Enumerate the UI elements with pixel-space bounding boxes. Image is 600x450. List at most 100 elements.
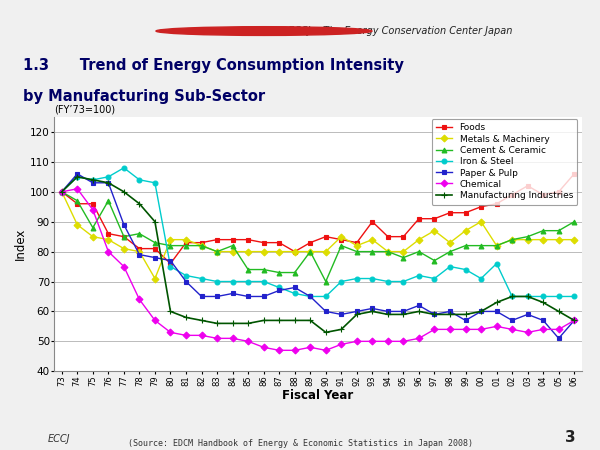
Manufacturing Industries <box>74 174 81 180</box>
Paper & Pulp <box>198 294 205 299</box>
Iron & Steel <box>307 294 314 299</box>
Iron & Steel <box>214 279 221 284</box>
Manufacturing Industries <box>400 312 407 317</box>
Paper & Pulp <box>493 309 500 314</box>
Foods <box>493 201 500 207</box>
Iron & Steel <box>400 279 407 284</box>
Chemical <box>307 345 314 350</box>
Iron & Steel <box>260 279 267 284</box>
Paper & Pulp <box>555 336 562 341</box>
Manufacturing Industries <box>431 312 438 317</box>
Cement & Ceramic <box>167 243 174 248</box>
Metals & Machinery <box>462 228 469 234</box>
Manufacturing Industries <box>214 321 221 326</box>
Metals & Machinery <box>74 222 81 227</box>
Chemical <box>182 333 190 338</box>
Metals & Machinery <box>167 237 174 243</box>
Chemical <box>74 186 81 192</box>
Cement & Ceramic <box>260 267 267 272</box>
Foods <box>338 237 345 243</box>
Iron & Steel <box>74 174 81 180</box>
Foods <box>369 219 376 225</box>
Manufacturing Industries <box>136 201 143 207</box>
Paper & Pulp <box>275 288 283 293</box>
Foods <box>400 234 407 239</box>
Iron & Steel <box>415 273 422 278</box>
Foods <box>74 201 81 207</box>
Foods <box>415 216 422 221</box>
Manufacturing Industries <box>105 180 112 185</box>
Chemical <box>369 339 376 344</box>
Chemical <box>214 336 221 341</box>
Cement & Ceramic <box>214 249 221 254</box>
Manufacturing Industries <box>384 312 391 317</box>
Chemical <box>555 327 562 332</box>
Line: Cement & Ceramic: Cement & Ceramic <box>59 189 577 284</box>
Line: Manufacturing Industries: Manufacturing Industries <box>59 174 577 335</box>
Text: ECCJ: ECCJ <box>48 434 71 444</box>
Manufacturing Industries <box>539 300 547 305</box>
Foods <box>260 240 267 245</box>
Cement & Ceramic <box>524 234 531 239</box>
Chemical <box>415 336 422 341</box>
Manufacturing Industries <box>555 309 562 314</box>
Cement & Ceramic <box>493 243 500 248</box>
Foods <box>431 216 438 221</box>
Metals & Machinery <box>105 237 112 243</box>
Foods <box>462 210 469 216</box>
Foods <box>275 240 283 245</box>
Y-axis label: Index: Index <box>14 228 28 260</box>
Chemical <box>400 339 407 344</box>
Foods <box>167 261 174 266</box>
Manufacturing Industries <box>151 219 158 225</box>
Cement & Ceramic <box>105 198 112 203</box>
Line: Paper & Pulp: Paper & Pulp <box>59 171 577 341</box>
Manufacturing Industries <box>493 300 500 305</box>
Paper & Pulp <box>415 303 422 308</box>
Chemical <box>229 336 236 341</box>
Manufacturing Industries <box>167 309 174 314</box>
Chemical <box>338 342 345 347</box>
Cement & Ceramic <box>384 249 391 254</box>
Metals & Machinery <box>400 249 407 254</box>
Paper & Pulp <box>322 309 329 314</box>
Chemical <box>509 327 516 332</box>
Metals & Machinery <box>384 249 391 254</box>
Paper & Pulp <box>369 306 376 311</box>
Metals & Machinery <box>89 234 97 239</box>
Foods <box>478 204 485 209</box>
Manufacturing Industries <box>260 318 267 323</box>
Paper & Pulp <box>245 294 252 299</box>
Foods <box>555 189 562 194</box>
Cement & Ceramic <box>182 243 190 248</box>
Paper & Pulp <box>384 309 391 314</box>
Metals & Machinery <box>198 243 205 248</box>
Iron & Steel <box>571 294 578 299</box>
Manufacturing Industries <box>229 321 236 326</box>
Cement & Ceramic <box>369 249 376 254</box>
Foods <box>291 249 298 254</box>
Cement & Ceramic <box>198 243 205 248</box>
Foods <box>229 237 236 243</box>
Manufacturing Industries <box>369 309 376 314</box>
Text: (FY’73=100): (FY’73=100) <box>54 104 115 114</box>
Cement & Ceramic <box>353 249 361 254</box>
Cement & Ceramic <box>322 279 329 284</box>
Foods <box>539 192 547 198</box>
Foods <box>182 240 190 245</box>
Manufacturing Industries <box>182 315 190 320</box>
Cement & Ceramic <box>571 219 578 225</box>
Cement & Ceramic <box>58 189 65 194</box>
Paper & Pulp <box>462 318 469 323</box>
Iron & Steel <box>369 276 376 281</box>
Foods <box>89 201 97 207</box>
Metals & Machinery <box>120 246 127 251</box>
Manufacturing Industries <box>462 312 469 317</box>
Iron & Steel <box>338 279 345 284</box>
Metals & Machinery <box>415 237 422 243</box>
Iron & Steel <box>446 264 454 269</box>
Foods <box>136 246 143 251</box>
Foods <box>446 210 454 216</box>
Foods <box>198 240 205 245</box>
Chemical <box>120 264 127 269</box>
